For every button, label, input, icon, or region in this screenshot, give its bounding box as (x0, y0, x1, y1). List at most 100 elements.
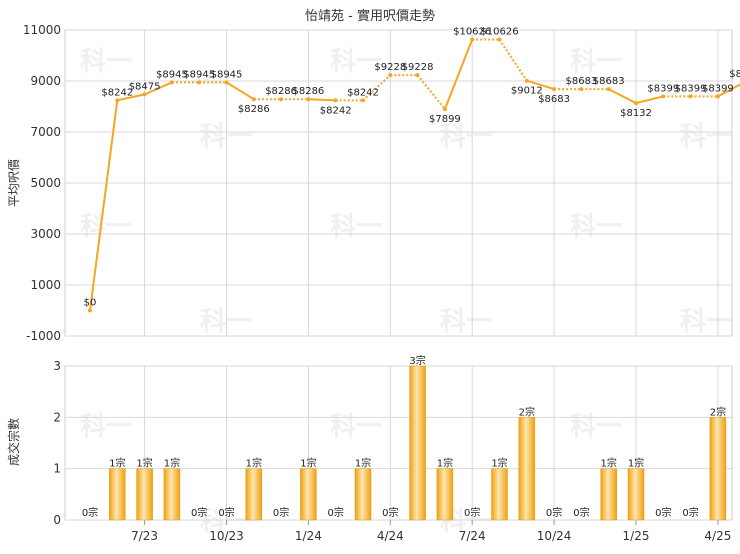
volume-data-label: 0宗 (191, 506, 207, 519)
price-line: $0$8242$8475$8945$8945$8945$8286$8286$82… (84, 27, 740, 313)
volume-bar (163, 468, 181, 521)
volume-data-label: 0宗 (82, 506, 98, 519)
x-tick-label: 7/24 (459, 529, 486, 543)
price-data-label: $9012 (511, 86, 543, 97)
price-data-label: $8945 (156, 69, 188, 80)
price-line-segment (635, 95, 664, 105)
price-point (224, 80, 229, 85)
price-point (634, 101, 638, 106)
volume-bar (627, 468, 645, 521)
volume-data-label: 2宗 (519, 405, 535, 418)
price-point (388, 73, 393, 78)
price-data-label: $10626 (480, 27, 518, 38)
volume-data-label: 1宗 (246, 457, 262, 470)
price-line-segment (117, 93, 145, 102)
price-point (606, 87, 611, 92)
price-y-tick-label: 9000 (30, 74, 61, 88)
volume-data-label: 1宗 (491, 457, 507, 470)
x-tick-label: 7/23 (131, 529, 158, 543)
watermark-text: 科一 (440, 122, 492, 152)
x-tick-label: 1/25 (623, 529, 650, 543)
price-point (688, 94, 693, 99)
price-y-axis-label: 平均呎價 (7, 159, 21, 207)
volume-data-label: 0宗 (382, 506, 398, 519)
watermark-text: 科一 (440, 307, 492, 337)
price-point (661, 94, 666, 99)
price-line-segment (608, 88, 637, 105)
price-line-segment (717, 83, 740, 98)
price-data-label: $8945 (183, 69, 215, 80)
price-point (470, 37, 475, 42)
watermark-text: 科一 (80, 212, 132, 242)
volume-data-label: 1宗 (300, 457, 316, 470)
price-point (361, 98, 365, 103)
price-data-label: $0 (84, 298, 97, 309)
volume-data-label: 0宗 (546, 506, 562, 519)
price-point (88, 308, 92, 313)
volume-bar (136, 468, 153, 521)
price-point (251, 97, 256, 102)
volume-y-tick-label: 1 (53, 462, 61, 476)
price-line-segment (144, 81, 173, 96)
watermark-text: 科一 (680, 307, 732, 337)
volume-data-label: 1宗 (355, 457, 371, 470)
volume-data-label: 3宗 (409, 354, 425, 367)
volume-data-label: 1宗 (601, 457, 617, 470)
price-line-segment (89, 100, 119, 311)
volume-y-tick-label: 2 (53, 410, 61, 424)
price-data-label: $7899 (429, 114, 461, 125)
price-line-segment (416, 74, 446, 110)
price-line-segment (498, 38, 528, 82)
x-tick-label: 4/24 (377, 529, 404, 543)
price-point (579, 87, 584, 92)
watermark-text: 科一 (80, 47, 132, 77)
x-tick-label: 10/24 (537, 529, 572, 543)
price-data-label: $9228 (402, 62, 434, 73)
price-point (115, 98, 120, 103)
volume-data-label: 2宗 (710, 405, 726, 418)
volume-bar (600, 468, 617, 521)
price-point (497, 37, 502, 42)
volume-bar (245, 468, 263, 521)
price-point (169, 80, 174, 85)
price-data-label: $8242 (320, 105, 352, 116)
price-gridlines: -1000 1000 3000 5000 7000 9000 11000 (23, 23, 733, 343)
price-data-label: $8132 (620, 108, 652, 119)
volume-data-label: 0宗 (328, 506, 344, 519)
price-point (442, 107, 447, 112)
volume-data-label: 1宗 (628, 457, 644, 470)
volume-data-label: 1宗 (136, 457, 152, 470)
price-y-tick-label: -1000 (26, 329, 61, 343)
volume-bar (409, 365, 426, 521)
price-data-label: $8399 (647, 83, 679, 94)
x-tick-label: 10/23 (209, 529, 244, 543)
price-data-label: $8399 (675, 83, 707, 94)
price-point (524, 78, 529, 83)
volume-data-label: 0宗 (573, 506, 589, 519)
volume-data-label: 0宗 (682, 506, 698, 519)
price-point (306, 97, 311, 102)
price-point (715, 94, 720, 99)
volume-bars: 0宗 1宗 1宗 1宗 0宗 0宗 1宗 0宗 1宗 0宗 1宗 0宗 3宗 1宗 0宗 1宗 2宗 0宗 0宗 1宗… (82, 354, 727, 521)
price-data-label: $8286 (265, 86, 297, 97)
price-point (415, 73, 420, 78)
x-axis-ticks: 7/23 10/23 1/24 4/24 7/24 10/24 1/25 4/25 (131, 520, 731, 543)
price-point (552, 87, 557, 92)
volume-data-label: 1宗 (437, 457, 453, 470)
volume-bar (709, 417, 727, 521)
price-line-segment (526, 79, 555, 91)
price-data-label: $8242 (347, 87, 379, 98)
price-y-tick-label: 3000 (30, 227, 61, 241)
volume-data-label: 0宗 (464, 506, 480, 519)
watermark-text: 科一 (570, 212, 622, 242)
price-data-label: $8286 (292, 86, 324, 97)
price-data-label: $8242 (101, 87, 133, 98)
volume-data-label: 0宗 (273, 506, 289, 519)
price-y-tick-label: 5000 (30, 176, 61, 190)
price-data-label: $8286 (238, 104, 270, 115)
price-data-label: $8683 (565, 76, 597, 87)
volume-data-label: 1宗 (109, 457, 125, 470)
